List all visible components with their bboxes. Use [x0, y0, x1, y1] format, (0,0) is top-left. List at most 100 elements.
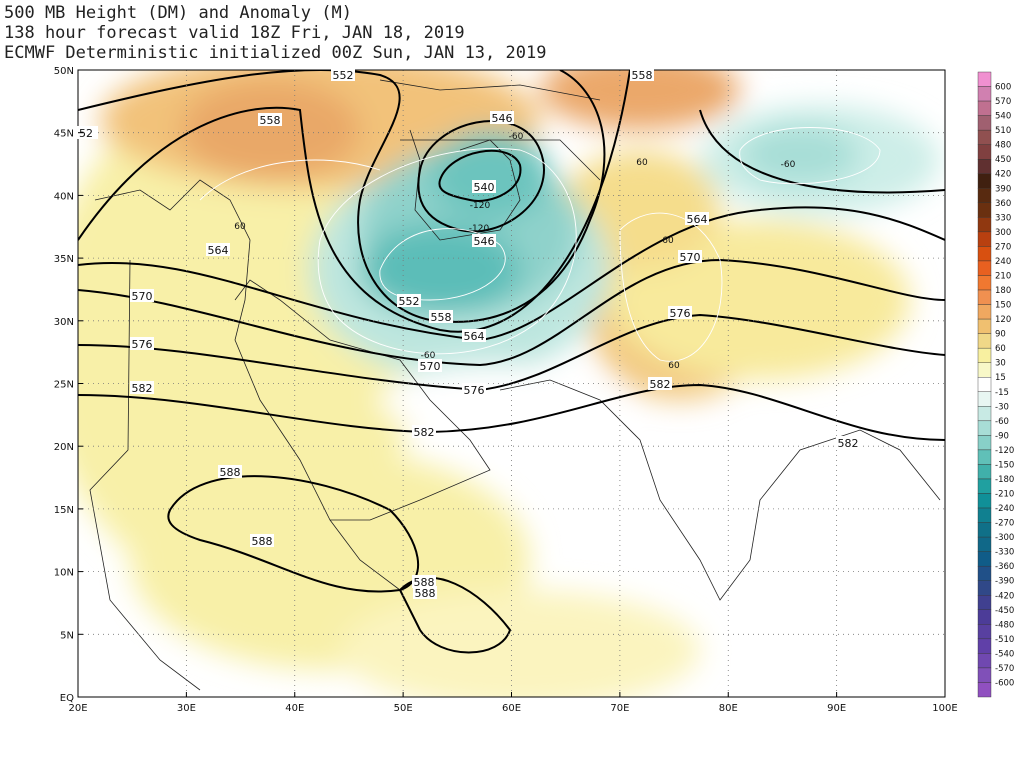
colorbar-swatch [977, 536, 992, 552]
colorbar-swatch [977, 188, 992, 204]
label-bg [836, 436, 860, 449]
height-label: 546 [492, 112, 513, 125]
colorbar-swatch [977, 507, 992, 523]
colorbar-label: 420 [995, 170, 1011, 180]
lat-label: 40N [54, 191, 74, 202]
title-line: 500 MB Height (DM) and Anomaly (M) [4, 3, 352, 23]
colorbar-swatch [977, 435, 992, 451]
height-label: 558 [431, 311, 452, 324]
colorbar-label: 210 [995, 271, 1011, 281]
colorbar-swatch [977, 86, 992, 102]
colorbar-label: -360 [995, 562, 1014, 572]
label-bg [397, 294, 421, 307]
anomaly-shading [78, 70, 940, 697]
colorbar-label: -540 [995, 649, 1014, 659]
colorbar-swatch [977, 565, 992, 581]
height-label: 564 [687, 213, 708, 226]
anomaly-label: -120 [469, 224, 490, 234]
colorbar-swatch [977, 638, 992, 654]
colorbar-label: -570 [995, 664, 1014, 674]
colorbar-swatch [977, 304, 992, 320]
colorbar-swatch [977, 144, 992, 160]
colorbar-label: -15 [995, 388, 1009, 398]
label-bg [490, 111, 514, 124]
colorbar-swatch [977, 246, 992, 262]
colorbar-swatch [977, 333, 992, 349]
colorbar-label: -240 [995, 504, 1014, 514]
height-label: 576 [464, 384, 485, 397]
colorbar-swatch [977, 231, 992, 247]
height-label: 564 [464, 330, 485, 343]
label-bg [418, 359, 442, 372]
lon-label: 80E [719, 703, 738, 714]
anomaly-label: -60 [509, 132, 524, 142]
colorbar-label: 90 [995, 330, 1006, 340]
colorbar-label: -450 [995, 606, 1014, 616]
lat-label: 45N [54, 129, 74, 140]
lat-label: 5N [60, 630, 74, 641]
colorbar-swatch [977, 362, 992, 378]
colorbar-swatch [977, 391, 992, 407]
height-label: 582 [414, 426, 435, 439]
colorbar-label: 360 [995, 199, 1011, 209]
label-bg [412, 575, 436, 588]
height-label: 588 [252, 535, 273, 548]
label-bg [412, 425, 436, 438]
label-bg [331, 68, 355, 81]
colorbar-swatch [977, 522, 992, 538]
lat-label: 25N [54, 380, 74, 391]
colorbar-swatch [977, 420, 992, 436]
height-label: 588 [415, 587, 436, 600]
label-bg [462, 329, 486, 342]
label-bg [678, 250, 702, 263]
label-bg [685, 212, 709, 225]
anomaly-label: 60 [668, 361, 680, 371]
height-label: 570 [420, 360, 441, 373]
height-label: 558 [260, 114, 281, 127]
colorbar-swatch [977, 318, 992, 334]
colorbar-swatch [977, 100, 992, 116]
lat-label: 35N [54, 254, 74, 265]
label-bg [668, 306, 692, 319]
colorbar-label: 150 [995, 301, 1011, 311]
height-label: 558 [632, 69, 653, 82]
colorbar-swatch [977, 609, 992, 625]
label-bg [206, 243, 230, 256]
lon-label: 70E [610, 703, 629, 714]
height-contours [78, 70, 945, 654]
colorbar-swatch [977, 551, 992, 567]
anomaly-label: 60 [636, 158, 648, 168]
label-bg [413, 586, 437, 599]
colorbar-label: 60 [995, 344, 1006, 354]
colorbar-label: 600 [995, 83, 1011, 93]
colorbar-label: 330 [995, 213, 1011, 223]
colorbar-swatch [977, 580, 992, 596]
anomaly-label: -60 [421, 351, 436, 361]
colorbar-label: -390 [995, 577, 1014, 587]
anomaly-label: -60 [781, 160, 796, 170]
colorbar-label: 270 [995, 242, 1011, 252]
lat-label: EQ [60, 693, 74, 704]
colorbar-label: -270 [995, 519, 1014, 529]
colorbar-swatch [977, 289, 992, 305]
label-bg [472, 234, 496, 247]
colorbar-label: -150 [995, 460, 1014, 470]
label-bg [218, 465, 242, 478]
label-bg [258, 113, 282, 126]
height-label: 582 [650, 378, 671, 391]
plot-area [78, 70, 945, 697]
colorbar-label: -60 [995, 417, 1009, 427]
colorbar-label: 300 [995, 228, 1011, 238]
height-label: 582 [132, 382, 153, 395]
colorbar-label: 450 [995, 155, 1011, 165]
height-label: 576 [670, 307, 691, 320]
colorbar-swatch [977, 464, 992, 480]
lat-label: 15N [54, 505, 74, 516]
colorbar-label: -120 [995, 446, 1014, 456]
colorbar-swatch [977, 347, 992, 363]
title-line: ECMWF Deterministic initialized 00Z Sun,… [4, 43, 546, 63]
lat-label: 20N [54, 442, 74, 453]
title-line: 138 hour forecast valid 18Z Fri, JAN 18,… [4, 23, 465, 43]
